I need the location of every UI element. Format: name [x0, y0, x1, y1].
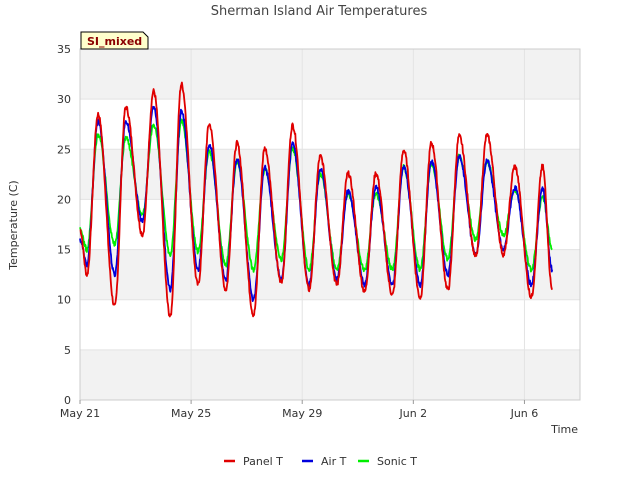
x-tick-label: May 21: [60, 407, 100, 420]
legend-item: Sonic T: [358, 455, 417, 468]
plot-band: [80, 149, 580, 200]
y-tick-label: 25: [57, 143, 71, 156]
plot-band: [80, 49, 580, 100]
x-tick-label: May 29: [282, 407, 322, 420]
plot-band: [80, 349, 580, 400]
legend-label: Panel T: [243, 455, 283, 468]
y-tick-label: 10: [57, 294, 71, 307]
plot-band: [80, 249, 580, 300]
y-tick-label: 30: [57, 93, 71, 106]
y-tick-label: 0: [64, 394, 71, 407]
chart-title: Sherman Island Air Temperatures: [211, 4, 428, 19]
site-badge-label: SI_mixed: [87, 35, 142, 48]
x-axis-label: Time: [550, 423, 578, 436]
x-tick-label: Jun 6: [510, 407, 539, 420]
plot-background-bands: [80, 49, 580, 400]
plot-band: [80, 99, 580, 150]
x-tick-label: Jun 2: [398, 407, 427, 420]
y-tick-label: 15: [57, 244, 71, 257]
x-axis-ticks: May 21 May 25 May 29 Jun 2 Jun 6: [60, 400, 538, 420]
plot-band: [80, 299, 580, 350]
x-tick-label: May 25: [171, 407, 211, 420]
legend: Panel T Air T Sonic T: [224, 455, 417, 468]
series-layer: [79, 81, 554, 318]
legend-item: Air T: [302, 455, 347, 468]
y-axis-label: Temperature (C): [7, 180, 20, 270]
y-axis-ticks: 0 5 10 15 20 25 30 35: [57, 43, 71, 407]
site-badge: SI_mixed: [80, 31, 149, 50]
legend-label: Air T: [321, 455, 347, 468]
series-line-panel-t: [79, 81, 554, 318]
legend-item: Panel T: [224, 455, 283, 468]
plot-frame: [79, 48, 581, 401]
legend-label: Sonic T: [377, 455, 417, 468]
y-tick-label: 35: [57, 43, 71, 56]
y-tick-label: 20: [57, 193, 71, 206]
y-tick-label: 5: [64, 344, 71, 357]
